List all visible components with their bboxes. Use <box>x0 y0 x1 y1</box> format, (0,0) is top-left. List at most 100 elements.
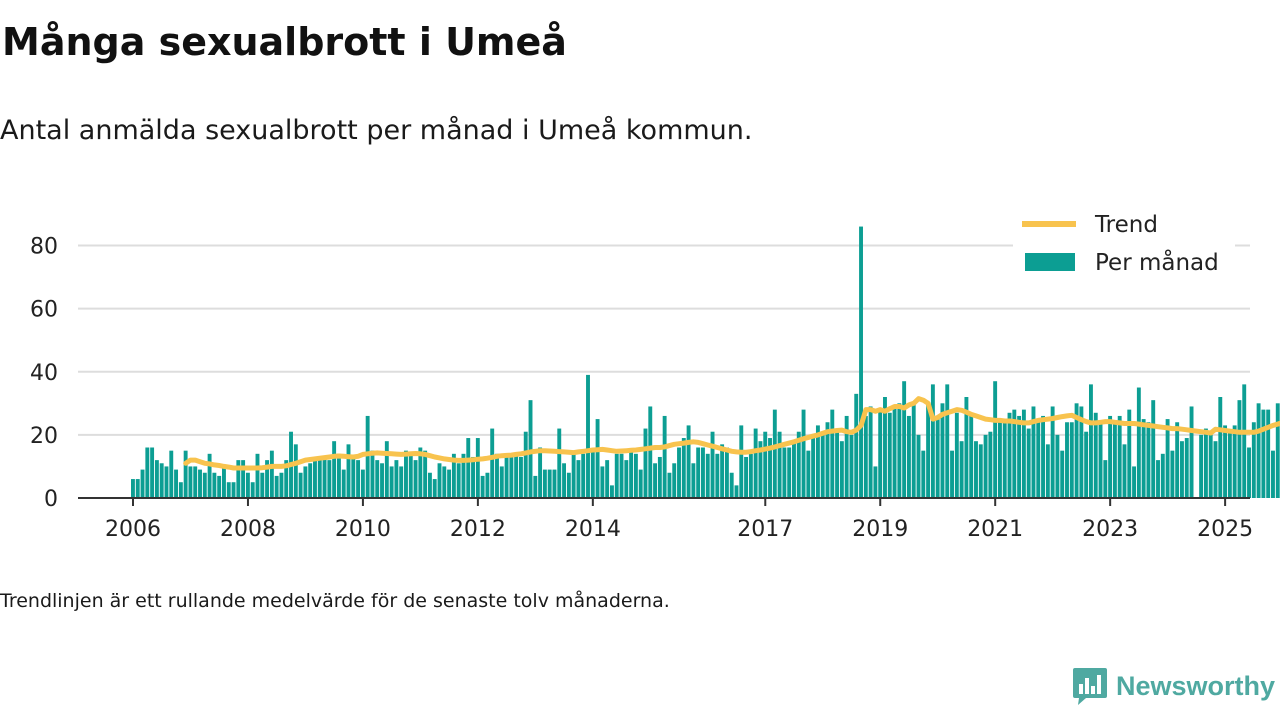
x-tick-label: 2006 <box>105 517 161 542</box>
bar <box>1007 412 1012 498</box>
footnote: Trendlinjen är ett rullande medelvärde f… <box>0 590 670 612</box>
bar <box>830 409 835 498</box>
bar <box>245 472 250 498</box>
bar <box>1180 441 1184 498</box>
bar <box>887 412 892 498</box>
bar <box>174 469 179 498</box>
bar <box>1127 409 1132 498</box>
bar <box>269 450 274 498</box>
y-tick-label: 60 <box>30 298 58 323</box>
bar <box>854 393 859 498</box>
x-tick-label: 2021 <box>967 517 1023 542</box>
bar <box>322 456 327 498</box>
bar <box>782 447 787 498</box>
bar <box>1266 409 1271 498</box>
bar <box>916 434 921 498</box>
bar <box>375 460 380 498</box>
bar <box>222 466 226 498</box>
bar <box>427 472 432 498</box>
bar <box>787 447 792 498</box>
bar <box>1079 406 1084 498</box>
chart-subtitle: Antal anmälda sexualbrott per månad i Um… <box>0 115 753 146</box>
bar <box>389 466 394 498</box>
bar <box>140 469 145 498</box>
bar <box>954 412 959 498</box>
bar <box>758 441 763 498</box>
bar <box>1275 403 1280 498</box>
bar <box>705 453 710 498</box>
bar <box>1141 419 1146 498</box>
bar <box>1136 387 1141 498</box>
bar <box>753 428 758 498</box>
bar <box>1050 406 1055 498</box>
bar <box>1002 422 1007 498</box>
bar <box>365 415 370 498</box>
bar <box>351 456 356 498</box>
bar <box>475 438 480 498</box>
bar <box>1055 434 1060 498</box>
bar <box>557 428 562 498</box>
bar <box>212 472 217 498</box>
bar <box>1251 422 1256 498</box>
bar <box>945 384 950 498</box>
legend-background <box>1013 206 1235 288</box>
bar <box>815 425 820 498</box>
bar <box>456 463 461 498</box>
bar <box>384 441 389 498</box>
bar <box>332 441 337 498</box>
bar <box>677 447 681 498</box>
bar <box>217 475 222 498</box>
bar <box>336 453 341 498</box>
bar <box>131 479 135 498</box>
bar <box>1084 431 1089 498</box>
bar <box>662 415 667 498</box>
bar <box>883 397 887 498</box>
bar <box>792 441 796 498</box>
bar <box>193 466 198 498</box>
y-tick-labels: 0 20 40 60 80 <box>30 235 58 513</box>
bar <box>657 456 662 498</box>
bar <box>1170 450 1175 498</box>
bar <box>1151 400 1156 498</box>
bar <box>950 450 954 498</box>
bar <box>327 460 332 498</box>
bar <box>341 469 346 498</box>
bar <box>1045 444 1050 498</box>
bar <box>993 381 998 498</box>
bar <box>777 431 782 498</box>
bar <box>466 438 471 498</box>
bar <box>748 453 753 498</box>
bar <box>1098 422 1103 498</box>
x-tick-marks <box>132 498 1227 506</box>
bar <box>835 428 840 498</box>
bar <box>356 460 361 498</box>
bar <box>643 428 648 498</box>
bar <box>241 460 246 498</box>
bar <box>897 403 902 498</box>
bar <box>892 406 897 498</box>
bar <box>1117 415 1122 498</box>
bar <box>1256 403 1261 498</box>
bar <box>509 456 514 498</box>
bar <box>188 466 193 498</box>
bar <box>135 479 140 498</box>
bar <box>1237 400 1242 498</box>
legend: Trend Per månad <box>1013 206 1235 288</box>
bar <box>1184 438 1189 498</box>
bar <box>1247 447 1251 498</box>
bar <box>1074 403 1079 498</box>
bar <box>715 453 720 498</box>
bar <box>796 431 801 498</box>
bar <box>600 466 605 498</box>
bar <box>236 460 241 498</box>
bar <box>437 463 442 498</box>
bar <box>959 441 964 498</box>
bar <box>394 460 399 498</box>
trend-line <box>183 396 1280 471</box>
bar <box>317 456 322 498</box>
bar <box>969 412 974 498</box>
x-tick-label: 2012 <box>450 517 506 542</box>
bar <box>447 469 452 498</box>
bar <box>518 456 523 498</box>
bar <box>1021 409 1026 498</box>
